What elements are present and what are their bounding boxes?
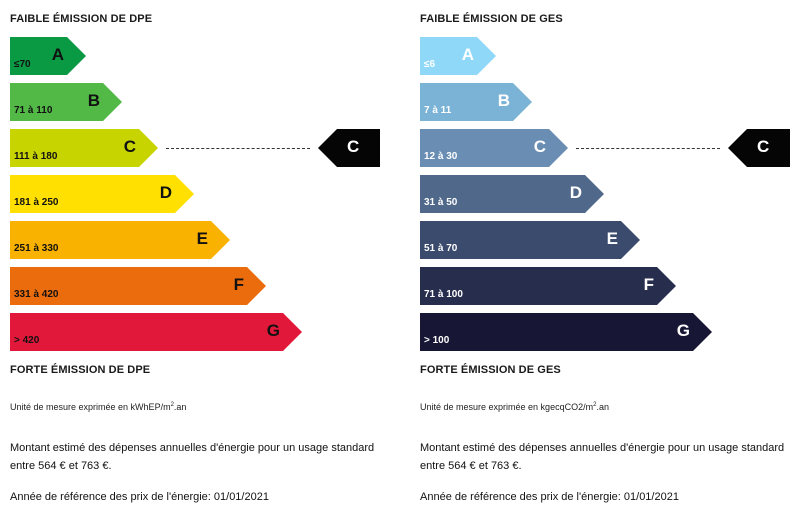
ges-bar-letter: E	[606, 229, 618, 248]
dpe-panel: FAIBLE ÉMISSION DE DPE ≤70 A 71 à 110 B 111 …	[10, 0, 390, 516]
dpe-bar-range: 181 à 250	[14, 197, 59, 208]
dpe-bar-letter: B	[87, 91, 100, 110]
dpe-bar-range: > 420	[14, 335, 40, 346]
ges-bar-range: 51 à 70	[424, 243, 458, 254]
ges-unit-label: Unité de mesure exprimée en kgecqCO2/m2.…	[420, 402, 609, 412]
dpe-bar-range: 71 à 110	[14, 105, 53, 116]
ges-bar-range: 71 à 100	[424, 289, 463, 300]
dpe-bar-c: 111 à 180 C	[10, 129, 158, 167]
ges-cost-estimate: Montant estimé des dépenses annuelles d'…	[420, 442, 785, 472]
dpe-bar-b: 71 à 110 B	[10, 83, 122, 121]
ges-bar-a: ≤6 A	[420, 37, 496, 75]
dpe-bar-range: 331 à 420	[14, 289, 59, 300]
dpe-bar-range: ≤70	[14, 59, 31, 70]
ges-bar-d: 31 à 50 D	[420, 175, 604, 213]
dpe-rating-connector	[166, 148, 310, 149]
dpe-bar-d: 181 à 250 D	[10, 175, 194, 213]
ges-reference-year: Année de référence des prix de l'énergie…	[420, 491, 679, 503]
ges-bar-range: 31 à 50	[424, 197, 458, 208]
ges-panel: FAIBLE ÉMISSION DE GES ≤6 A 7 à 11 B 12 à 30…	[420, 0, 790, 516]
ges-bar-letter: F	[643, 275, 654, 294]
dpe-bar-letter: F	[233, 275, 244, 294]
dpe-cost-estimate: Montant estimé des dépenses annuelles d'…	[10, 442, 375, 472]
dpe-bar-g: > 420 G	[10, 313, 302, 351]
ges-rating-letter: C	[757, 137, 770, 156]
ges-bar-letter: C	[533, 137, 546, 156]
ges-bar-letter: A	[461, 45, 474, 64]
dpe-header-low: FAIBLE ÉMISSION DE DPE	[10, 13, 153, 25]
dpe-bar-letter: C	[123, 137, 136, 156]
dpe-bar-e: 251 à 330 E	[10, 221, 230, 259]
ges-bar-range: > 100	[424, 335, 450, 346]
dpe-rating-marker: C	[318, 129, 380, 167]
dpe-bar-letter: E	[196, 229, 208, 248]
ges-header-low: FAIBLE ÉMISSION DE GES	[420, 13, 563, 25]
ges-bar-e: 51 à 70 E	[420, 221, 640, 259]
dpe-bar-letter: D	[159, 183, 172, 202]
dpe-bar-a: ≤70 A	[10, 37, 86, 75]
ges-bar-g: > 100 G	[420, 313, 712, 351]
ges-bar-range: 7 à 11	[424, 105, 452, 116]
dpe-bar-range: 251 à 330	[14, 243, 59, 254]
dpe-unit-label: Unité de mesure exprimée en kWhEP/m2.an	[10, 402, 187, 412]
dpe-bar-range: 111 à 180	[14, 151, 58, 162]
ges-bar-c: 12 à 30 C	[420, 129, 568, 167]
ges-header-high: FORTE ÉMISSION DE GES	[420, 364, 561, 376]
ges-bar-f: 71 à 100 F	[420, 267, 676, 305]
dpe-reference-year: Année de référence des prix de l'énergie…	[10, 491, 269, 503]
ges-bar-range: ≤6	[424, 59, 436, 70]
ges-rating-connector	[576, 148, 720, 149]
ges-bar-letter: G	[676, 321, 690, 340]
ges-bar-letter: D	[569, 183, 582, 202]
dpe-bar-letter: G	[266, 321, 280, 340]
dpe-bar-f: 331 à 420 F	[10, 267, 266, 305]
ges-bar-letter: B	[497, 91, 510, 110]
ges-rating-marker: C	[728, 129, 790, 167]
dpe-rating-letter: C	[347, 137, 360, 156]
ges-bar-range: 12 à 30	[424, 151, 458, 162]
dpe-bar-letter: A	[51, 45, 64, 64]
dpe-header-high: FORTE ÉMISSION DE DPE	[10, 364, 151, 376]
ges-bar-b: 7 à 11 B	[420, 83, 532, 121]
